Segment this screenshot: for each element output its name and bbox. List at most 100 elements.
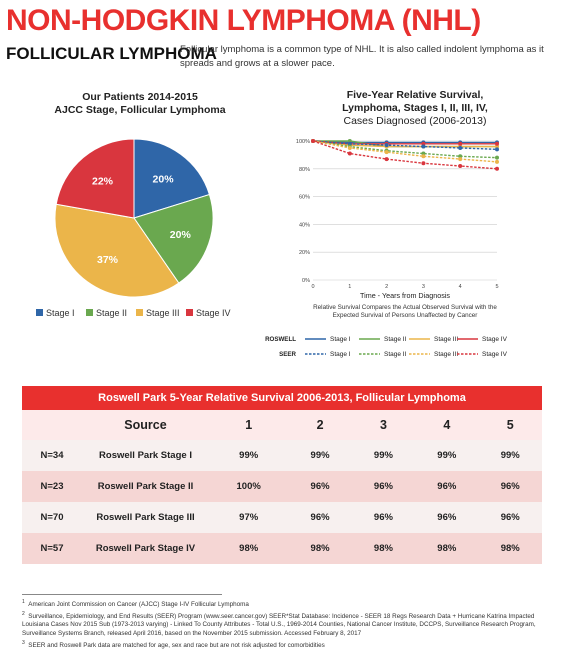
y-tick-label: 20% xyxy=(299,250,310,256)
row-source: Roswell Park Stage IV xyxy=(82,533,209,564)
chart-note: Expected Survival of Persons Unaffected … xyxy=(333,312,478,319)
row-value: 98% xyxy=(288,533,352,564)
row-value: 98% xyxy=(415,533,479,564)
pie-label: 20% xyxy=(153,174,175,186)
x-tick-label: 4 xyxy=(459,284,462,290)
legend-label: Stage II xyxy=(384,351,407,358)
row-value: 100% xyxy=(209,471,289,502)
data-point xyxy=(384,150,389,155)
survival-table-wrap: Roswell Park 5-Year Relative Survival 20… xyxy=(22,386,542,564)
data-point xyxy=(495,159,499,164)
x-tick-label: 0 xyxy=(311,284,314,290)
data-point xyxy=(421,154,426,159)
data-point xyxy=(495,155,499,160)
data-point xyxy=(347,139,352,143)
line-title-line3: Cases Diagnosed (2006-2013) xyxy=(343,115,487,127)
y-tick-label: 100% xyxy=(296,139,310,145)
footnote: 1 American Joint Commission on Cancer (A… xyxy=(22,599,249,609)
legend-label: Stage I xyxy=(330,351,351,358)
pie-title-line2: AJCC Stage, Follicular Lymphoma xyxy=(54,104,226,116)
line-chart: 0% 20% 40% 60% 80% 100% 0 1 2 3 4 5 Time - Years fro… xyxy=(265,139,508,358)
data-point xyxy=(421,151,426,156)
series-line-roswell-stage-4 xyxy=(312,140,497,145)
row-value: 97% xyxy=(209,502,289,533)
pie-title-line1: Our Patients 2014-2015 xyxy=(82,91,198,103)
table-row: N=70 Roswell Park Stage III 97% 96% 96% … xyxy=(22,502,542,533)
line-title-line2: Lymphoma, Stages I, II, III, IV, xyxy=(342,102,488,114)
x-tick-label: 5 xyxy=(495,284,498,290)
legend-label: Stage II xyxy=(96,308,127,318)
header-year-2: 2 xyxy=(288,410,352,440)
legend-label: Stage IV xyxy=(482,351,508,358)
row-value: 99% xyxy=(478,440,542,471)
row-n: N=57 xyxy=(22,533,82,564)
legend-swatch-stage-1 xyxy=(36,309,43,316)
data-point xyxy=(495,141,499,146)
x-tick-label: 1 xyxy=(348,284,351,290)
pie-slice-stage-1 xyxy=(133,138,211,219)
series-line-seer-stage-1 xyxy=(312,140,498,151)
legend-label: Stage III xyxy=(146,308,180,318)
footnote-divider xyxy=(22,594,222,595)
header-year-4: 4 xyxy=(415,410,479,440)
table-header-row: Source 1 2 3 4 5 xyxy=(22,410,542,440)
row-value: 99% xyxy=(288,440,352,471)
data-point xyxy=(495,166,499,171)
intro-text: Follicular lymphoma is a common type of … xyxy=(180,44,544,69)
legend-group-label: SEER xyxy=(279,351,296,358)
survival-table: Roswell Park 5-Year Relative Survival 20… xyxy=(22,386,542,564)
table-banner: Roswell Park 5-Year Relative Survival 20… xyxy=(22,386,542,410)
pie-label: 37% xyxy=(97,254,119,266)
row-value: 96% xyxy=(288,502,352,533)
x-tick-label: 3 xyxy=(422,284,425,290)
legend-label: Stage IV xyxy=(482,336,508,343)
row-value: 96% xyxy=(351,502,416,533)
row-n: N=70 xyxy=(22,502,82,533)
legend-label: Stage I xyxy=(330,336,351,343)
series-line-roswell-stage-1 xyxy=(312,140,497,144)
series-line-seer-stage-4 xyxy=(312,140,498,170)
data-point xyxy=(421,161,426,166)
data-point xyxy=(421,141,426,146)
legend-label: Stage II xyxy=(384,336,407,343)
data-point xyxy=(384,143,389,148)
data-point xyxy=(495,147,499,152)
legend-swatch-stage-2 xyxy=(86,309,93,316)
footnote: 2 Surveillance, Epidemiology, and End Re… xyxy=(22,610,536,637)
row-n: N=23 xyxy=(22,471,82,502)
row-value: 98% xyxy=(209,533,289,564)
pie-chart-title: Our Patients 2014-2015 AJCC Stage, Folli… xyxy=(30,91,250,117)
legend-label: Stage I xyxy=(46,308,75,318)
pie-slice-stage-4 xyxy=(55,138,135,219)
series-line-seer-stage-2 xyxy=(312,140,498,159)
data-point xyxy=(495,144,499,149)
legend-group-label: ROSWELL xyxy=(265,336,296,343)
row-value: 99% xyxy=(351,440,416,471)
footnote: 3 SEER and Roswell Park data are matched… xyxy=(22,639,325,649)
data-point xyxy=(311,139,315,143)
y-tick-label: 60% xyxy=(299,195,310,201)
row-value: 96% xyxy=(478,471,542,502)
row-source: Roswell Park Stage I xyxy=(82,440,209,471)
row-value: 98% xyxy=(351,533,416,564)
row-source: Roswell Park Stage II xyxy=(82,471,209,502)
pie-slice-stage-2 xyxy=(133,193,214,284)
y-tick-label: 0% xyxy=(302,278,310,284)
table-row: N=57 Roswell Park Stage IV 98% 98% 98% 9… xyxy=(22,533,542,564)
table-row: N=23 Roswell Park Stage II 100% 96% 96% … xyxy=(22,471,542,502)
row-source: Roswell Park Stage III xyxy=(82,502,209,533)
page-title: NON-HODGKIN LYMPHOMA (NHL) xyxy=(6,4,481,37)
data-point xyxy=(458,157,463,162)
data-point xyxy=(421,144,426,149)
header-year-5: 5 xyxy=(478,410,542,440)
row-value: 99% xyxy=(415,440,479,471)
row-value: 96% xyxy=(415,502,479,533)
legend-label: Stage III xyxy=(434,336,458,343)
data-point xyxy=(458,141,463,146)
legend-label: Stage III xyxy=(434,351,458,358)
y-tick-label: 40% xyxy=(299,222,310,228)
row-value: 96% xyxy=(351,471,416,502)
data-point xyxy=(458,145,463,150)
line-title-line1: Five-Year Relative Survival, xyxy=(346,89,484,101)
row-value: 96% xyxy=(288,471,352,502)
